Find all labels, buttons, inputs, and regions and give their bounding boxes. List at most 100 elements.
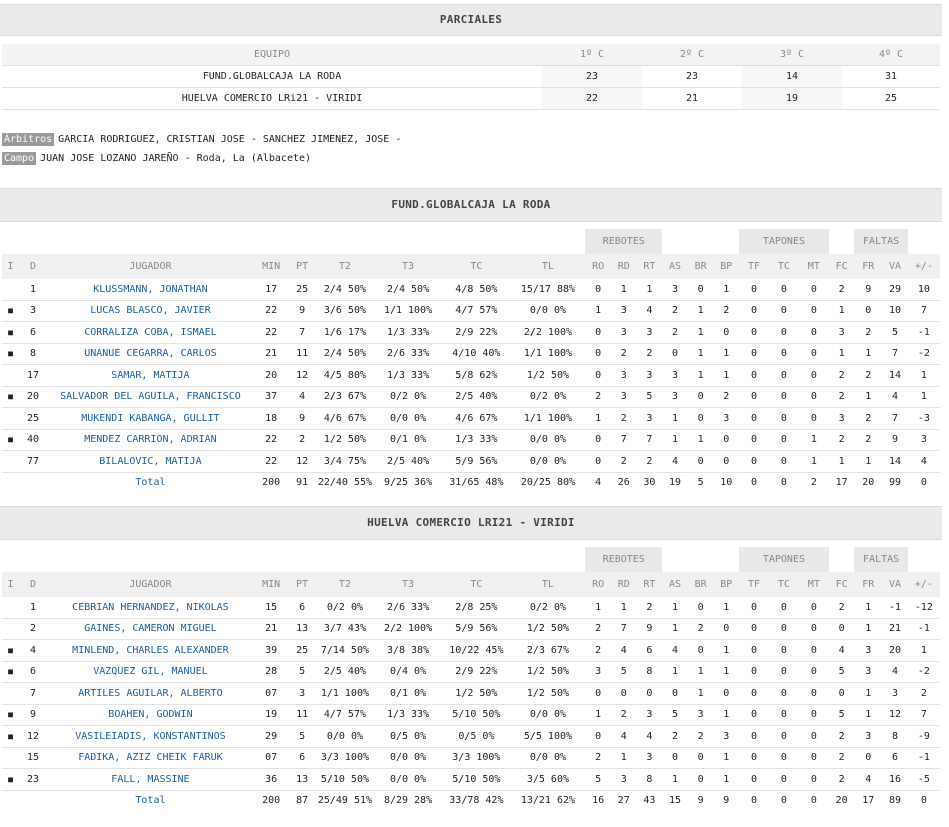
points: 6: [288, 747, 316, 769]
player-name[interactable]: MUKENDI KABANGA, GULLIT: [46, 407, 255, 430]
assists: 0: [662, 682, 688, 705]
minutes: 37: [254, 386, 289, 408]
player-name[interactable]: UNANUE CEGARRA, CARLOS: [46, 343, 255, 365]
minutes: 22: [254, 450, 289, 473]
player-name[interactable]: GAINES, CAMERON MIGUEL: [46, 618, 255, 640]
t2: 1/6 17%: [315, 321, 374, 344]
dorsal: 23: [19, 768, 47, 791]
turnovers: 1: [713, 768, 740, 791]
total-minutes: 200: [262, 795, 281, 806]
t2: 2/4 50%: [315, 279, 374, 301]
venue-value: JUAN JOSE LOZANO JAREÑO - Roda, La (Alba…: [40, 153, 312, 164]
def-reb: 7: [610, 429, 637, 451]
off-reb: 3: [585, 661, 611, 683]
off-reb: 0: [585, 450, 611, 473]
group-spacer: [2, 229, 585, 254]
blocks-for: 0: [739, 407, 769, 430]
col-header-off-reb: RO: [585, 572, 611, 597]
tc: 5/10 50%: [442, 768, 511, 791]
dunks: 0: [798, 682, 829, 705]
dunks: 1: [798, 429, 829, 451]
valuation: 4: [882, 661, 908, 683]
tot-reb: 8: [636, 661, 663, 683]
player-name[interactable]: BOAHEN, GODWIN: [46, 704, 255, 726]
turnovers: 1: [713, 364, 740, 387]
total-t3: 8/29 28%: [383, 795, 433, 806]
fouls-committed: 2: [828, 429, 855, 451]
blocks-for: 0: [739, 639, 769, 662]
tc: 4/8 50%: [442, 279, 511, 301]
total-points: 91: [296, 477, 309, 488]
fouls-committed: 1: [828, 450, 855, 473]
tl: 1/2 50%: [510, 661, 586, 683]
minutes: 20: [254, 364, 289, 387]
player-name[interactable]: BILALOVIC, MATIJA: [46, 450, 255, 473]
minutes: 28: [254, 661, 289, 683]
blocks-against: 0: [768, 747, 799, 769]
def-reb: 4: [610, 725, 637, 748]
blocks-against: 0: [768, 661, 799, 683]
starter: [2, 747, 20, 769]
col-header-plus-minus: +/-: [907, 254, 940, 279]
total-fouls-committed: 17: [835, 477, 848, 488]
player-name[interactable]: MENDEZ CARRION, ADRIAN: [46, 429, 255, 451]
tl: 0/0 0%: [510, 704, 586, 726]
minutes: 36: [254, 768, 289, 791]
group-header-tapones: TAPONES: [739, 229, 829, 254]
plus-minus: -2: [907, 661, 940, 683]
total-blocks-for: 0: [751, 477, 758, 488]
dunks: 0: [798, 661, 829, 683]
assists: 0: [662, 747, 688, 769]
tl: 15/17 88%: [510, 279, 586, 301]
points: 11: [288, 343, 316, 365]
player-name[interactable]: KLUSSMANN, JONATHAN: [46, 279, 255, 301]
player-name[interactable]: SAMAR, MATIJA: [46, 364, 255, 387]
total-off-reb: 4: [595, 477, 602, 488]
total-points: 87: [296, 795, 309, 806]
fouls-committed: 5: [828, 704, 855, 726]
col-header-player-name: JUGADOR: [46, 572, 255, 597]
referees-line: Árbitros GARCIA RODRIGUEZ, CRISTIAN JOSE …: [2, 132, 401, 148]
col-header-t2: T2: [315, 254, 374, 279]
points: 5: [288, 661, 316, 683]
player-name[interactable]: LUCAS BLASCO, JAVIER: [46, 300, 255, 322]
team-title: FUND.GLOBALCAJA LA RODA: [0, 188, 942, 222]
starter: [2, 597, 20, 619]
player-name[interactable]: CEBRIAN HERNANDEZ, NIKOLAS: [46, 597, 255, 619]
turnovers: 0: [713, 429, 740, 451]
off-reb: 0: [585, 725, 611, 748]
player-name[interactable]: VAZQUEZ GIL, MANUEL: [46, 661, 255, 683]
player-name[interactable]: FALL, MASSINE: [46, 768, 255, 791]
player-name[interactable]: CORRALIZA COBA, ISMAEL: [46, 321, 255, 344]
col-header-def-reb: RD: [610, 254, 637, 279]
player-name[interactable]: SALVADOR DEL AGUILA, FRANCISCO: [46, 386, 255, 408]
col-header-def-reb: RD: [610, 572, 637, 597]
assists: 1: [662, 407, 688, 430]
col-header-tl: TL: [510, 572, 586, 597]
starter: ■: [2, 661, 20, 683]
total-label: Total: [135, 795, 166, 806]
plus-minus: -1: [907, 618, 940, 640]
table-row: ■ 40 MENDEZ CARRION, ADRIAN 22 2 1/2 50% 0/1 0…: [2, 429, 940, 451]
group-header-row: REBOTES TAPONES FALTAS: [2, 229, 940, 254]
starter: [2, 364, 20, 387]
t3: 1/1 100%: [373, 300, 443, 322]
player-name[interactable]: ARTILES AGUILAR, ALBERTO: [46, 682, 255, 705]
plus-minus: 1: [907, 364, 940, 387]
player-name[interactable]: FADIKA, AZIZ CHEIK FARUK: [46, 747, 255, 769]
table-row: 1 KLUSSMANN, JONATHAN 17 25 2/4 50% 2/4 50% 4/…: [2, 279, 940, 301]
col-header-player-name: JUGADOR: [46, 254, 255, 279]
assists: 4: [662, 450, 688, 473]
col-header: 2º C: [642, 44, 742, 66]
points: 25: [288, 279, 316, 301]
table-row: 2 GAINES, CAMERON MIGUEL 21 13 3/7 43% 2/2 10…: [2, 618, 940, 640]
player-name[interactable]: MINLEND, CHARLES ALEXANDER: [46, 639, 255, 662]
minutes: 21: [254, 618, 289, 640]
blocks-for: 0: [739, 343, 769, 365]
parciales-row: HUELVA COMERCIO LRi21 - VIRIDI 22 21 19 …: [2, 87, 940, 110]
off-reb: 2: [585, 639, 611, 662]
player-name[interactable]: VASILEIADIS, KONSTANTINOS: [46, 725, 255, 748]
quarter-score: 25: [842, 87, 940, 110]
assists: 1: [662, 597, 688, 619]
t2: 0/2 0%: [315, 597, 374, 619]
